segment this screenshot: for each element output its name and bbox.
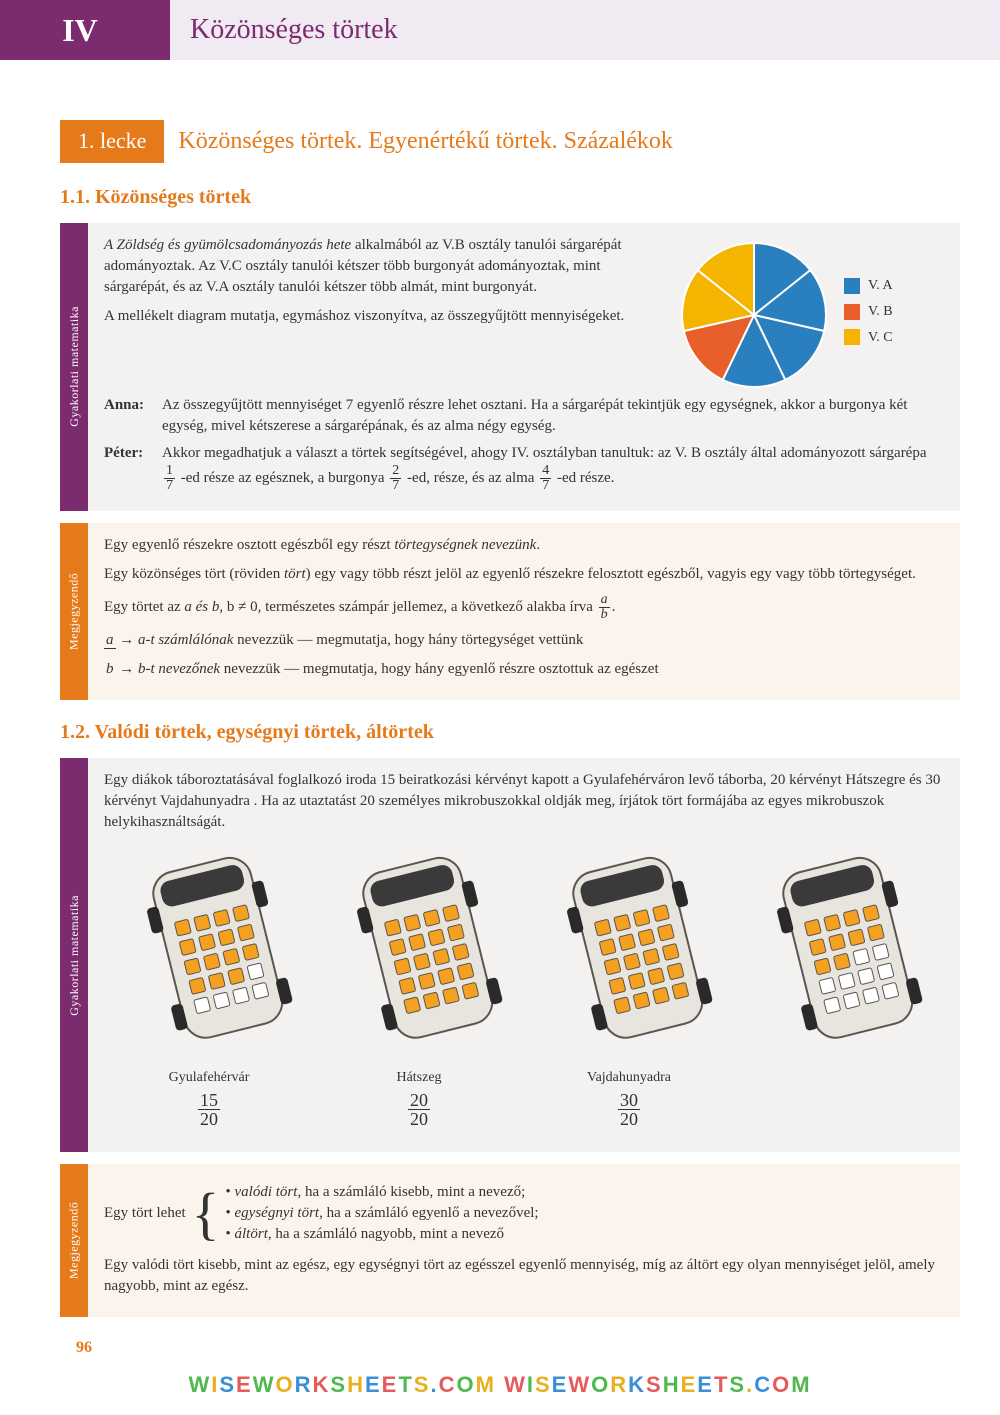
peter-text: Akkor megadhatjuk a választ a törtek seg… xyxy=(162,443,944,493)
section-2-heading: 1.2. Valódi törtek, egységnyi törtek, ál… xyxy=(60,718,940,746)
section-2-content: Egy diákok táboroztatásával foglalkozó i… xyxy=(88,758,960,1153)
note-1-content: Egy egyenlő részekre osztott egészből eg… xyxy=(88,523,960,700)
section-1-content: A Zöldség és gyümölcsadományozás hete al… xyxy=(88,223,960,511)
side-label-note: Megjegyzendő xyxy=(60,523,88,700)
section-1-heading: 1.1. Közönséges törtek xyxy=(60,183,940,211)
note-1: Megjegyzendő Egy egyenlő részekre osztot… xyxy=(60,523,960,700)
note-2: Megjegyzendő Egy tört lehet { valódi tör… xyxy=(60,1164,960,1317)
chapter-number: IV xyxy=(0,0,170,60)
side-label-activity-2: Gyakorlati matematika xyxy=(60,758,88,1153)
note-2-content: Egy tört lehet { valódi tört, ha a száml… xyxy=(88,1164,960,1317)
section-1-activity: Gyakorlati matematika A Zöldség és gyümö… xyxy=(60,223,960,511)
note2-bullets: valódi tört, ha a számláló kisebb, mint … xyxy=(226,1182,539,1245)
note2-closing: Egy valódi tört kisebb, mint az egész, e… xyxy=(104,1255,944,1297)
intro-italic: A Zöldség és gyümölcsadományozás hete xyxy=(104,237,351,253)
bus-row: Gyulafehérvár1520 Hátszeg2020 Vajdahunya… xyxy=(104,845,944,1129)
chapter-title: Közönséges törtek xyxy=(170,0,398,60)
chapter-header: IV Közönséges törtek xyxy=(0,0,1000,60)
intro-text-2: A mellékelt diagram mutatja, egymáshoz v… xyxy=(104,306,648,327)
side-label-activity: Gyakorlati matematika xyxy=(60,223,88,511)
section-2-intro: Egy diákok táboroztatásával foglalkozó i… xyxy=(104,770,944,833)
side-label-note-2: Megjegyzendő xyxy=(60,1164,88,1317)
pie-chart-area: V. AV. BV. C xyxy=(664,235,944,395)
lesson-title: Közönséges törtek. Egyenértékű törtek. S… xyxy=(178,125,672,159)
lesson-header: 1. lecke Közönséges törtek. Egyenértékű … xyxy=(60,120,940,163)
anna-text: Az összegyűjtött mennyiséget 7 egyenlő r… xyxy=(162,395,944,437)
pie-chart xyxy=(664,235,844,395)
anna-label: Anna: xyxy=(104,395,162,437)
peter-label: Péter: xyxy=(104,443,162,493)
watermark: WISEWORKSHEETS.COM WISEWORKSHEETS.COM xyxy=(0,1364,1000,1415)
brace-icon: { xyxy=(192,1188,220,1240)
page-number: 96 xyxy=(76,1337,1000,1359)
lesson-number: 1. lecke xyxy=(60,120,164,163)
section-2-activity: Gyakorlati matematika Egy diákok táboroz… xyxy=(60,758,960,1153)
note2-lead: Egy tört lehet xyxy=(104,1203,186,1224)
pie-legend: V. AV. BV. C xyxy=(844,276,893,353)
